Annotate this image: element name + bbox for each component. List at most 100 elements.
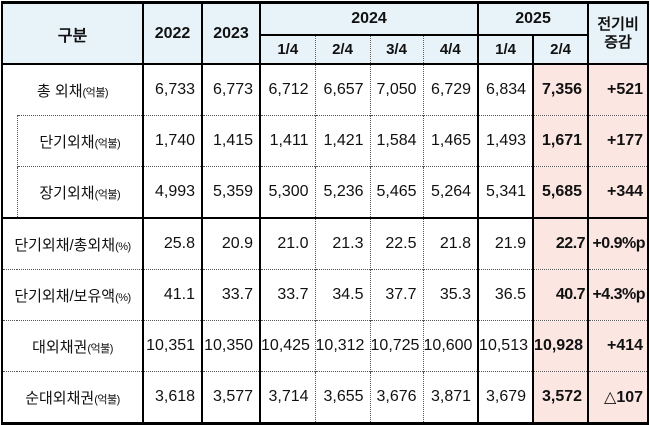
value-cell: 1,740 xyxy=(142,115,203,167)
value-cell: 5,264 xyxy=(422,166,479,218)
table-row: 대외채권(억불) 10,351 10,350 10,425 10,312 10,725 10… xyxy=(2,320,649,372)
table-row: 순대외채권(억불) 3,618 3,577 3,714 3,655 3,676 3,871 3… xyxy=(2,371,649,424)
header-2025-q1: 1/4 xyxy=(477,35,534,65)
value-cell: 22.5 xyxy=(369,217,424,270)
value-cell: 3,577 xyxy=(201,371,261,424)
value-cell: 5,359 xyxy=(201,166,261,218)
value-cell: 33.7 xyxy=(201,269,261,321)
value-cell: 35.3 xyxy=(422,269,479,321)
header-2024-q1: 1/4 xyxy=(259,35,316,65)
header-category: 구분 xyxy=(2,2,144,65)
header-year-2022: 2022 xyxy=(142,2,203,65)
row-label: 단기외채/총외채(%) xyxy=(2,217,144,270)
header-2024-q4: 4/4 xyxy=(422,35,479,65)
value-cell: 10,312 xyxy=(314,320,371,372)
row-label-unit: (억불) xyxy=(94,137,121,150)
highlight-value-cell: 10,928 xyxy=(532,320,589,372)
row-label-text: 총 외채 xyxy=(36,82,83,100)
row-label: 단기외채/보유액(%) xyxy=(2,269,144,321)
row-indent-cell xyxy=(2,115,18,167)
value-cell: 10,725 xyxy=(369,320,424,372)
value-cell: 10,350 xyxy=(201,320,261,372)
value-cell: 1,415 xyxy=(201,115,261,167)
highlight-value-cell: 1,671 xyxy=(532,115,589,167)
change-cell: +344 xyxy=(587,166,649,218)
value-cell: 7,050 xyxy=(369,64,424,116)
header-2025-q2: 2/4 xyxy=(532,35,589,65)
row-label: 총 외채(억불) xyxy=(2,64,143,116)
row-indent-cell xyxy=(2,166,18,218)
change-cell: △107 xyxy=(587,371,649,424)
value-cell: 25.8 xyxy=(142,217,203,270)
value-cell: 5,465 xyxy=(369,166,424,218)
value-cell: 6,773 xyxy=(201,64,261,116)
value-cell: 6,834 xyxy=(477,64,534,116)
row-label: 순대외채권(억불) xyxy=(2,371,144,424)
highlight-value-cell: 22.7 xyxy=(532,217,589,270)
header-change-line1: 전기비 xyxy=(597,16,639,34)
value-cell: 1,411 xyxy=(259,115,316,167)
value-cell: 41.1 xyxy=(142,269,203,321)
value-cell: 34.5 xyxy=(314,269,371,321)
value-cell: 4,993 xyxy=(142,166,203,218)
value-cell: 10,351 xyxy=(142,320,203,372)
value-cell: 10,513 xyxy=(477,320,534,372)
value-cell: 6,729 xyxy=(422,64,479,116)
table-row: 단기외채/보유액(%) 41.1 33.7 33.7 34.5 37.7 35.3 36.5 4… xyxy=(2,269,649,321)
value-cell: 21.0 xyxy=(259,217,316,270)
value-cell: 1,493 xyxy=(477,115,534,167)
header-change-line2: 증감 xyxy=(604,33,632,51)
highlight-value-cell: 5,685 xyxy=(532,166,589,218)
row-label: 단기외채(억불) xyxy=(17,115,144,167)
value-cell: 1,465 xyxy=(422,115,479,167)
value-cell: 1,421 xyxy=(314,115,371,167)
header-change: 전기비 증감 xyxy=(587,2,649,65)
value-cell: 3,871 xyxy=(422,371,479,424)
value-cell: 1,584 xyxy=(369,115,424,167)
value-cell: 36.5 xyxy=(477,269,534,321)
row-label-unit: (억불) xyxy=(87,342,113,355)
value-cell: 3,618 xyxy=(142,371,203,424)
change-cell: +177 xyxy=(587,115,649,167)
value-cell: 3,679 xyxy=(477,371,534,424)
table-row: 단기외채/총외채(%) 25.8 20.9 21.0 21.3 22.5 21.8 21.9 2… xyxy=(2,217,649,270)
row-label-text: 단기외채/총외채 xyxy=(14,236,116,254)
header-year-2023: 2023 xyxy=(201,2,261,65)
table-row: 총 외채(억불) 6,733 6,773 6,712 6,657 7,050 6,729 6,… xyxy=(2,64,649,116)
table-row: 장기외채(억불) 4,993 5,359 5,300 5,236 5,465 5,264 5,… xyxy=(2,166,649,218)
row-label-text: 단기외채/보유액 xyxy=(14,287,116,305)
value-cell: 37.7 xyxy=(369,269,424,321)
change-cell: +0.9%p xyxy=(587,217,649,270)
row-label-text: 순대외채권 xyxy=(25,389,95,407)
highlight-value-cell: 7,356 xyxy=(532,64,589,116)
value-cell: 6,712 xyxy=(259,64,316,116)
row-label-unit: (%) xyxy=(115,291,131,304)
header-group-2024: 2024 xyxy=(259,2,479,36)
row-label: 장기외채(억불) xyxy=(17,166,144,218)
row-label: 대외채권(억불) xyxy=(2,320,144,372)
row-label-text: 단기외채 xyxy=(39,133,95,151)
row-label-text: 장기외채 xyxy=(39,184,95,202)
value-cell: 20.9 xyxy=(201,217,261,270)
value-cell: 3,655 xyxy=(314,371,371,424)
value-cell: 5,341 xyxy=(477,166,534,218)
value-cell: 21.9 xyxy=(477,217,534,270)
row-label-unit: (%) xyxy=(115,240,131,253)
value-cell: 6,733 xyxy=(142,64,203,116)
highlight-value-cell: 3,572 xyxy=(532,371,589,424)
change-cell: +521 xyxy=(587,64,649,116)
value-cell: 5,300 xyxy=(259,166,316,218)
table-header: 구분 2022 2023 2024 2025 전기비 증감 1/4 2/4 3/… xyxy=(2,2,649,65)
value-cell: 3,714 xyxy=(259,371,316,424)
table-body: 총 외채(억불) 6,733 6,773 6,712 6,657 7,050 6,729 6,… xyxy=(2,64,649,424)
highlight-value-cell: 40.7 xyxy=(532,269,589,321)
header-2024-q2: 2/4 xyxy=(314,35,371,65)
change-cell: +414 xyxy=(587,320,649,372)
value-cell: 5,236 xyxy=(314,166,371,218)
row-label-unit: (억불) xyxy=(94,393,120,406)
header-2024-q3: 3/4 xyxy=(369,35,424,65)
value-cell: 10,600 xyxy=(422,320,479,372)
value-cell: 10,425 xyxy=(259,320,316,372)
